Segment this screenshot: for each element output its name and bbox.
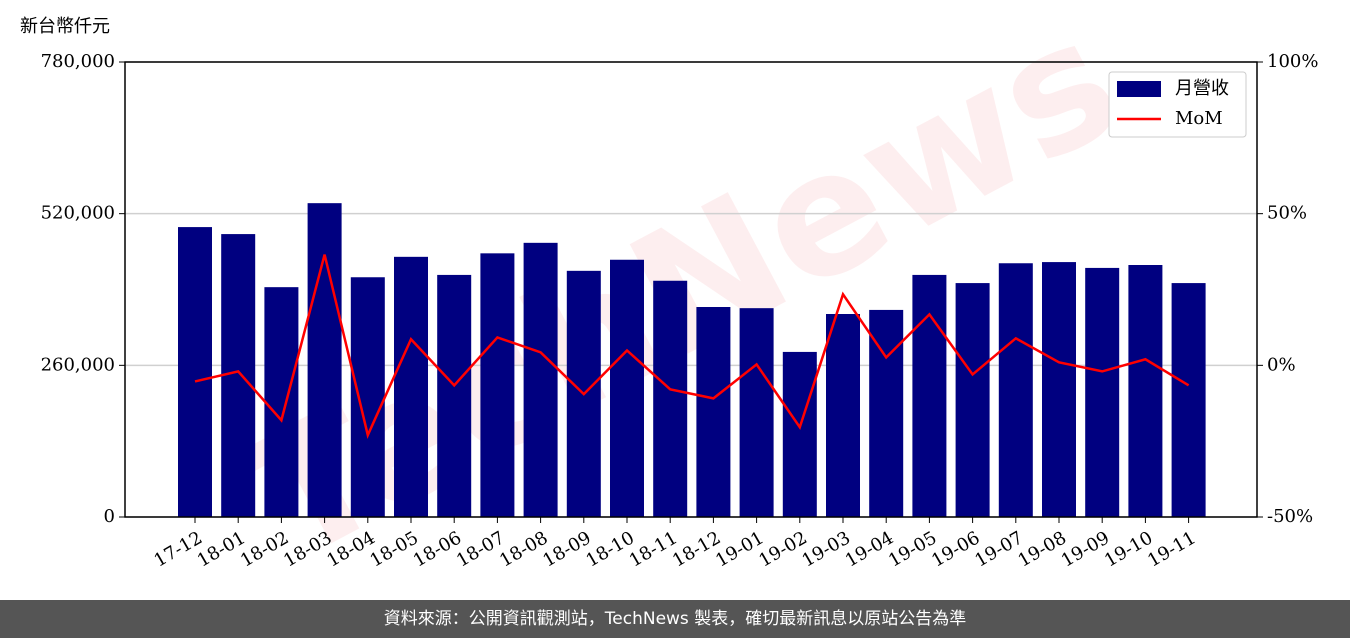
- bar: [696, 307, 731, 517]
- x-tick-label: 19-05: [885, 527, 940, 571]
- x-tick-label: 18-02: [237, 527, 292, 571]
- x-tick-label: 18-01: [194, 527, 249, 571]
- y2-tick-label: -50%: [1267, 506, 1313, 527]
- bar: [1042, 262, 1076, 517]
- footer-bar: [0, 600, 1350, 638]
- bar: [739, 308, 774, 517]
- x-tick-label: 18-11: [626, 527, 681, 571]
- x-tick-label: 19-04: [842, 527, 897, 571]
- y2-tick-label: 0%: [1267, 354, 1296, 375]
- bar: [394, 256, 428, 517]
- plot-frame: [124, 61, 1258, 518]
- y-tick-label: 0: [104, 506, 115, 527]
- x-tick-label: 19-06: [928, 527, 983, 571]
- y2-tick-label: 100%: [1267, 51, 1318, 72]
- bar: [955, 283, 990, 517]
- bar: [178, 227, 212, 518]
- legend-label: 月營收: [1175, 78, 1229, 99]
- bar: [437, 274, 472, 517]
- y2-tick-label: 50%: [1267, 203, 1307, 224]
- y-tick-label: 520,000: [41, 203, 115, 224]
- bar: [264, 287, 299, 517]
- x-tick-label: 19-07: [971, 527, 1026, 571]
- x-tick-label: 19-10: [1101, 527, 1156, 571]
- x-tick-label: 18-08: [496, 527, 551, 571]
- x-tick-label: 18-09: [539, 527, 594, 571]
- line: [194, 254, 1190, 439]
- y-axis-label: 新台幣仟元: [20, 16, 110, 37]
- x-tick-label: 19-02: [755, 527, 810, 571]
- x-tick-label: 19-08: [1015, 527, 1070, 571]
- footer: 資料來源：公開資訊觀測站，TechNews 製表，確切最新訊息以原站公告為準: [384, 609, 966, 629]
- legend-swatch: [1117, 81, 1161, 97]
- bar: [653, 280, 688, 517]
- bar: [307, 203, 342, 517]
- x-tick-label: 19-09: [1058, 527, 1113, 571]
- y-tick-label: 260,000: [41, 354, 115, 375]
- bar: [610, 259, 644, 517]
- bar: [1128, 265, 1163, 517]
- x-tick-label: 18-07: [453, 527, 508, 571]
- bar: [523, 242, 558, 518]
- x-tick-label: 17-12: [151, 527, 206, 571]
- bar: [782, 351, 817, 517]
- bar: [221, 234, 256, 518]
- bar: [1085, 267, 1120, 517]
- x-tick-label: 19-03: [799, 527, 854, 571]
- legend-label: MoM: [1175, 108, 1223, 129]
- x-tick-label: 18-12: [669, 527, 724, 571]
- bar: [350, 277, 385, 517]
- y-tick-label: 780,000: [41, 51, 115, 72]
- bar: [912, 274, 947, 517]
- bar: [1171, 283, 1206, 517]
- x-tick-label: 18-10: [583, 527, 638, 571]
- bar: [998, 263, 1033, 517]
- x-tick-label: 19-01: [712, 527, 767, 571]
- bar: [826, 314, 860, 517]
- x-tick-label: 19-11: [1144, 527, 1199, 571]
- bar: [480, 253, 515, 518]
